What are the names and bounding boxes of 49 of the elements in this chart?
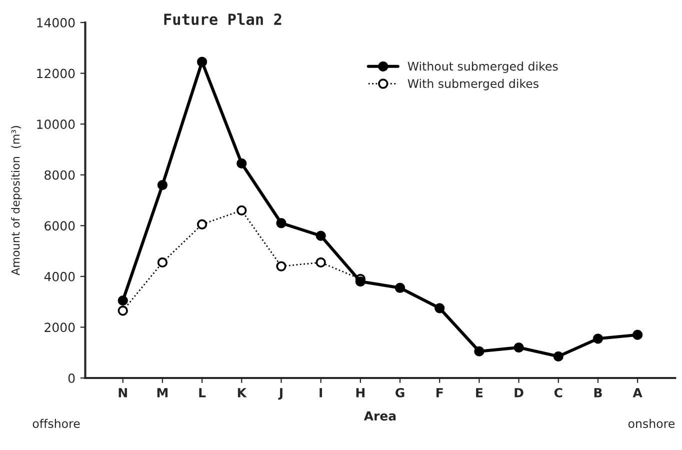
- point: [394, 282, 406, 293]
- point: [157, 180, 168, 190]
- x-tick-label: J: [278, 388, 282, 400]
- point: [632, 330, 643, 340]
- x-tick-label: C: [554, 388, 562, 398]
- x-tick-label: E: [476, 388, 483, 398]
- y-tick-label: 14000: [37, 18, 75, 28]
- x-tick-label: B: [594, 388, 602, 398]
- chart-title: Future Plan 2: [164, 13, 282, 26]
- point: [118, 306, 128, 316]
- y-tick-label: 4000: [44, 272, 75, 282]
- legend-label: With submerged dikes: [408, 78, 538, 90]
- point: [316, 230, 326, 241]
- legend-label: Without submerged dikes: [408, 62, 558, 73]
- point: [276, 218, 286, 228]
- x-tick-label: G: [396, 388, 404, 398]
- text: onshore: [628, 418, 675, 428]
- y-axis-title: Amount of deposition (m³): [11, 126, 22, 276]
- point: [196, 56, 208, 67]
- point: [118, 295, 128, 306]
- point: [434, 303, 445, 314]
- y-tick-label: 6000: [44, 221, 75, 231]
- point: [592, 334, 604, 344]
- y-tick-label: 2000: [44, 322, 75, 332]
- x-tick-label: I: [320, 388, 322, 398]
- point: [316, 257, 326, 268]
- point: [276, 261, 286, 272]
- point: [355, 276, 366, 287]
- point: [157, 257, 168, 268]
- y-tick-label: 12000: [37, 68, 75, 78]
- x-axis-title: Area: [364, 411, 396, 421]
- point: [514, 342, 524, 353]
- point: [553, 351, 564, 362]
- y-tick-label: 10000: [37, 120, 75, 129]
- point: [236, 158, 247, 168]
- x-tick-label: H: [356, 388, 365, 398]
- point: [236, 205, 247, 216]
- x-tick-label: K: [238, 388, 247, 398]
- text: offshore: [32, 418, 80, 428]
- y-tick-label: 0: [68, 373, 75, 383]
- point: [474, 346, 484, 356]
- x-tick-label: F: [436, 388, 443, 398]
- x-tick-label: M: [157, 388, 168, 398]
- x-tick-label: A: [632, 388, 642, 398]
- point: [196, 219, 208, 230]
- y-tick-label: 8000: [44, 170, 75, 180]
- x-tick-label: L: [199, 388, 206, 398]
- x-tick-label: D: [514, 388, 524, 398]
- x-tick-label: N: [118, 388, 127, 398]
